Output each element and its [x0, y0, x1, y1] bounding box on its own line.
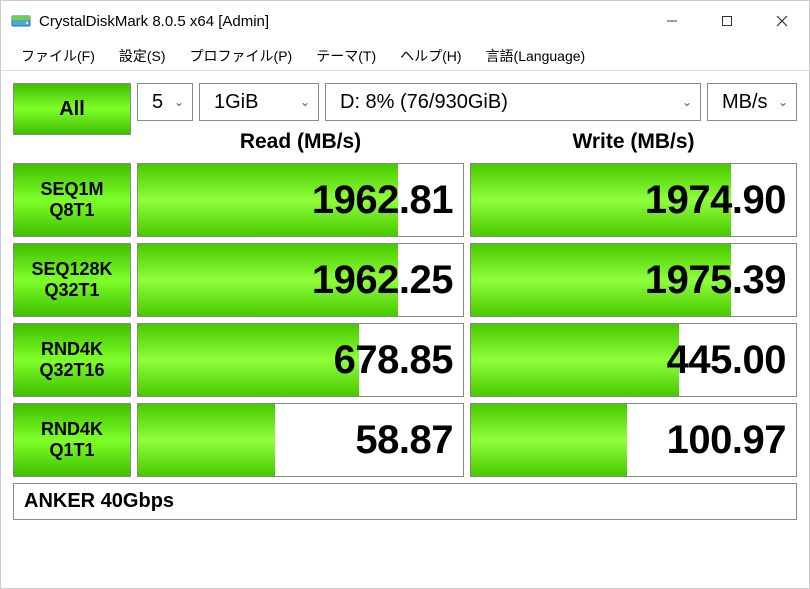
- benchmark-row: SEQ128KQ32T1 1962.25 1975.39: [13, 243, 797, 317]
- write-value-cell: 445.00: [470, 323, 797, 397]
- read-value-cell: 58.87: [137, 403, 464, 477]
- test-button[interactable]: RND4KQ32T16: [13, 323, 131, 397]
- test-button[interactable]: SEQ128KQ32T1: [13, 243, 131, 317]
- test-label-line2: Q1T1: [49, 440, 94, 461]
- all-button-label: All: [59, 98, 85, 121]
- test-label-line1: SEQ1M: [40, 179, 103, 200]
- drive-value: D: 8% (76/930GiB): [340, 91, 508, 114]
- runs-select[interactable]: 5 ⌄: [137, 83, 193, 121]
- write-value: 100.97: [667, 418, 786, 463]
- unit-select[interactable]: MB/s ⌄: [707, 83, 797, 121]
- menu-language[interactable]: 言語(Language): [474, 42, 598, 70]
- minimize-button[interactable]: [644, 1, 699, 41]
- size-select[interactable]: 1GiB ⌄: [199, 83, 319, 121]
- drive-select[interactable]: D: 8% (76/930GiB) ⌄: [325, 83, 701, 121]
- runs-value: 5: [152, 91, 163, 114]
- window-title: CrystalDiskMark 8.0.5 x64 [Admin]: [39, 13, 644, 30]
- chevron-down-icon: ⌄: [778, 95, 788, 109]
- read-header: Read (MB/s): [137, 130, 464, 154]
- controls-row: All 5 ⌄ 1GiB ⌄ D: 8% (76/930GiB) ⌄ MB/s: [13, 83, 797, 157]
- menu-theme[interactable]: テーマ(T): [304, 42, 388, 70]
- test-label-line1: RND4K: [41, 419, 103, 440]
- write-value: 445.00: [667, 338, 786, 383]
- read-value: 1962.81: [312, 178, 453, 223]
- write-value-cell: 1975.39: [470, 243, 797, 317]
- menu-help[interactable]: ヘルプ(H): [388, 42, 473, 70]
- test-label-line1: SEQ128K: [31, 259, 112, 280]
- read-value: 678.85: [334, 338, 453, 383]
- menu-file[interactable]: ファイル(F): [9, 42, 107, 70]
- test-label-line2: Q8T1: [49, 200, 94, 221]
- read-bar: [138, 404, 275, 476]
- title-bar: CrystalDiskMark 8.0.5 x64 [Admin]: [1, 1, 809, 41]
- read-value-cell: 1962.81: [137, 163, 464, 237]
- read-value-cell: 1962.25: [137, 243, 464, 317]
- column-headers: Read (MB/s) Write (MB/s): [137, 127, 797, 157]
- test-label-line2: Q32T1: [44, 280, 99, 301]
- read-bar: [138, 324, 359, 396]
- benchmark-row: RND4KQ1T1 58.87 100.97: [13, 403, 797, 477]
- test-button[interactable]: RND4KQ1T1: [13, 403, 131, 477]
- write-value-cell: 1974.90: [470, 163, 797, 237]
- maximize-button[interactable]: [699, 1, 754, 41]
- app-icon: [11, 11, 31, 31]
- size-value: 1GiB: [214, 91, 258, 114]
- window-controls: [644, 1, 809, 41]
- chevron-down-icon: ⌄: [682, 95, 692, 109]
- write-value: 1975.39: [645, 258, 786, 303]
- write-header: Write (MB/s): [470, 130, 797, 154]
- test-label-line2: Q32T16: [39, 360, 104, 381]
- content-area: All 5 ⌄ 1GiB ⌄ D: 8% (76/930GiB) ⌄ MB/s: [1, 71, 809, 528]
- chevron-down-icon: ⌄: [300, 95, 310, 109]
- all-button[interactable]: All: [13, 83, 131, 135]
- chevron-down-icon: ⌄: [174, 95, 184, 109]
- read-value-cell: 678.85: [137, 323, 464, 397]
- footer-label: ANKER 40Gbps: [13, 483, 797, 520]
- menu-bar: ファイル(F) 設定(S) プロファイル(P) テーマ(T) ヘルプ(H) 言語…: [1, 41, 809, 71]
- test-label-line1: RND4K: [41, 339, 103, 360]
- unit-value: MB/s: [722, 91, 768, 114]
- read-value: 1962.25: [312, 258, 453, 303]
- write-bar: [471, 404, 627, 476]
- benchmark-row: SEQ1MQ8T1 1962.81 1974.90: [13, 163, 797, 237]
- menu-settings[interactable]: 設定(S): [107, 42, 178, 70]
- write-value: 1974.90: [645, 178, 786, 223]
- read-value: 58.87: [355, 418, 453, 463]
- close-button[interactable]: [754, 1, 809, 41]
- write-value-cell: 100.97: [470, 403, 797, 477]
- write-bar: [471, 324, 679, 396]
- menu-profile[interactable]: プロファイル(P): [178, 42, 305, 70]
- test-button[interactable]: SEQ1MQ8T1: [13, 163, 131, 237]
- benchmark-row: RND4KQ32T16 678.85 445.00: [13, 323, 797, 397]
